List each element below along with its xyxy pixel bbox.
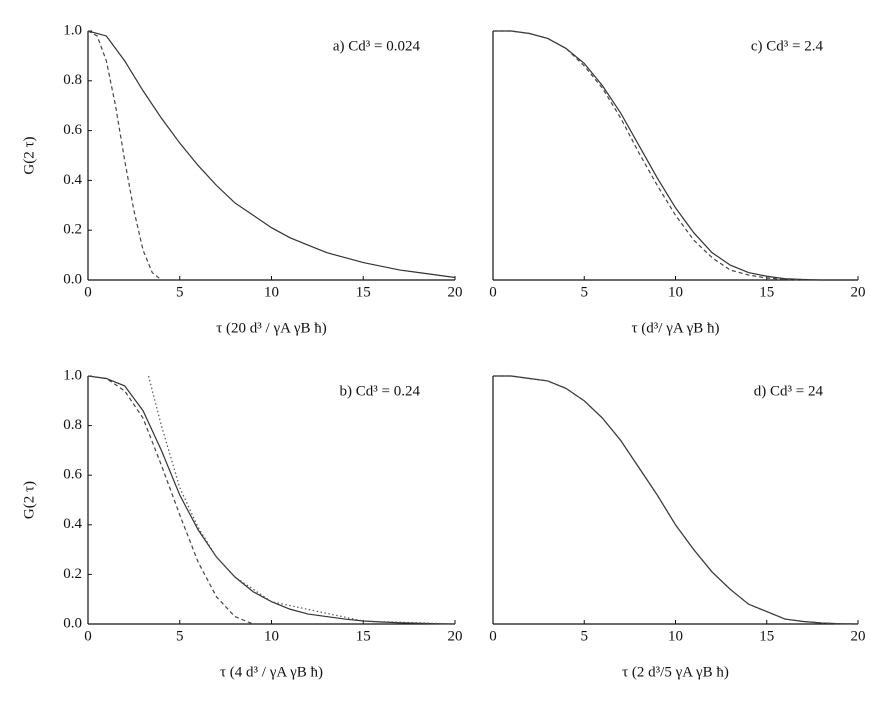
x-axis-label: τ (2 d³/5 γA γB ħ) [622, 664, 729, 680]
annotation: a) Cd³ = 0.024 [333, 38, 421, 54]
x-tick-label: 10 [668, 284, 683, 300]
curve [493, 30, 858, 281]
x-tick-label: 0 [84, 628, 92, 644]
x-tick-label: 5 [176, 628, 184, 644]
x-tick-label: 15 [759, 628, 774, 644]
y-tick-label: 0.0 [63, 615, 82, 631]
curve [87, 375, 456, 625]
y-tick-label: 0.0 [63, 271, 82, 287]
x-tick-label: 0 [489, 628, 497, 644]
x-axis-label: τ (d³/ γA γB ħ) [632, 320, 720, 336]
curve [87, 375, 254, 625]
x-tick-label: 20 [448, 628, 463, 644]
y-tick-label: 0.4 [63, 172, 82, 188]
x-tick-label: 0 [84, 284, 92, 300]
x-tick-label: 5 [581, 284, 589, 300]
x-tick-label: 20 [448, 284, 463, 300]
curve [493, 30, 858, 281]
x-axis-label: τ (20 d³ / γA γB ħ) [216, 320, 326, 336]
y-tick-label: 1.0 [63, 22, 82, 38]
y-tick-label: 1.0 [63, 367, 82, 383]
x-tick-label: 5 [581, 628, 589, 644]
x-axis-label: τ (4 d³ / γA γB ħ) [220, 664, 323, 680]
y-tick-label: 0.8 [63, 72, 82, 88]
curve [87, 30, 456, 279]
x-tick-label: 15 [759, 284, 774, 300]
curve [493, 375, 859, 625]
x-tick-label: 15 [356, 628, 371, 644]
annotation: c) Cd³ = 2.4 [751, 38, 824, 54]
x-tick-label: 10 [668, 628, 683, 644]
y-axis-label: G(2 τ) [21, 136, 37, 174]
x-tick-label: 5 [176, 284, 184, 300]
y-tick-label: 0.6 [63, 467, 82, 483]
curve [87, 30, 162, 281]
y-tick-label: 0.2 [63, 566, 82, 582]
x-tick-label: 15 [356, 284, 371, 300]
x-tick-label: 20 [851, 284, 866, 300]
y-axis-label: G(2 τ) [21, 481, 37, 519]
x-tick-label: 0 [489, 284, 497, 300]
curve [147, 375, 456, 625]
annotation: b) Cd³ = 0.24 [340, 383, 421, 399]
annotation: d) Cd³ = 24 [754, 383, 824, 399]
y-tick-label: 0.6 [63, 122, 82, 138]
x-tick-label: 10 [264, 284, 279, 300]
y-tick-label: 0.8 [63, 417, 82, 433]
curve [493, 375, 859, 625]
x-tick-label: 10 [264, 628, 279, 644]
y-tick-label: 0.2 [63, 222, 82, 238]
y-tick-label: 0.4 [63, 516, 82, 532]
x-tick-label: 20 [851, 628, 866, 644]
